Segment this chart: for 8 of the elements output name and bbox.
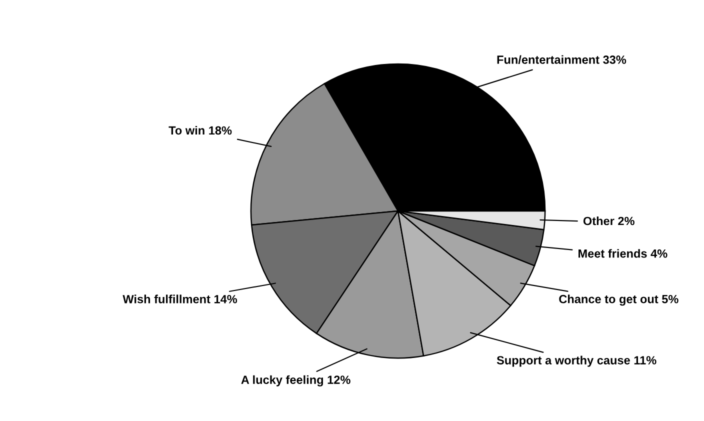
slice-label: Support a worthy cause 11% bbox=[496, 356, 656, 367]
slice-label: To win 18% bbox=[168, 126, 232, 135]
slice-label: Meet friends 4% bbox=[578, 249, 668, 258]
slice-label: A lucky feeling 12% bbox=[241, 375, 350, 386]
slice-label: Chance to get out 5% bbox=[559, 294, 678, 306]
slice-label: Wish fulfillment 14% bbox=[122, 294, 238, 304]
slice-label: Fun/entertainment 33% bbox=[497, 55, 626, 64]
slice-label: Other 2% bbox=[583, 216, 634, 226]
